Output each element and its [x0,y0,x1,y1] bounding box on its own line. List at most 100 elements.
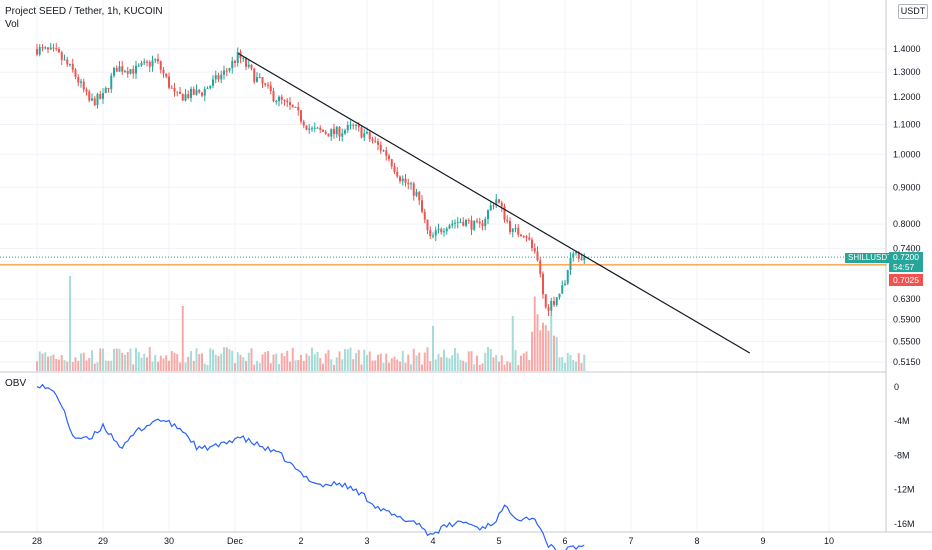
currency-badge[interactable]: USDT [898,4,928,19]
volume-bar [286,350,289,371]
volume-bar [187,356,190,371]
volume-bar [448,358,451,371]
candle-body [115,68,118,72]
candle-body [393,166,396,172]
candle-body [322,129,324,132]
last-price-tag: 0.7200 54:57 [889,252,923,272]
price-tick-label: 0.8000 [893,219,921,229]
volume-bar [454,347,456,371]
candle-body [360,127,363,138]
price-tick-label: 1.3000 [893,67,921,77]
volume-bar [179,362,181,371]
candle-body [55,48,58,50]
volume-bar [52,354,55,371]
obv-tick-label: -16M [894,519,915,529]
volume-bar [124,354,126,371]
volume-bar [132,364,135,371]
volume-bar [71,362,74,371]
volume-bar [418,352,421,371]
candle-body [291,105,294,108]
price-tick-label: 0.5500 [893,336,921,346]
volume-bar [366,354,368,371]
candle-body [212,79,214,86]
volume-bar [60,354,63,371]
volume-bar [245,360,247,371]
volume-bar [432,326,434,371]
candle-body [357,124,360,128]
volume-bar [379,353,382,371]
candle-body [443,231,445,233]
candle-body [47,47,49,50]
volume-bar [393,356,396,371]
candle-body [440,228,443,233]
candle-body [580,258,583,261]
candle-body [236,51,239,64]
candle-body [69,63,71,65]
volume-bar [126,352,129,371]
candle-body [38,47,41,55]
candle-body [256,77,258,82]
candle-body [363,133,366,138]
time-tick-label: 2 [298,536,303,546]
volume-bar [228,349,231,371]
volume-bar [371,360,374,371]
candle-body [368,132,371,139]
volume-bar [564,362,566,371]
volume-bar [159,355,162,371]
candle-body [333,128,335,135]
last-price-value: 0.7200 [893,252,919,262]
volume-bar [429,361,432,371]
candle-body [247,64,250,67]
obv-tick-label: 0 [894,382,899,392]
volume-bar [465,362,467,371]
volume-bar [55,358,58,371]
volume-bar [146,357,148,371]
candle-body [489,205,492,211]
volume-bar [217,356,220,371]
volume-bar [82,352,85,371]
candle-body [269,85,272,92]
candle-body [184,94,187,101]
candle-body [52,47,55,49]
volume-bar [583,354,586,371]
candle-body [478,221,481,224]
volume-bar [269,363,272,371]
volume-bar [355,353,357,371]
volume-bar [569,354,572,371]
trendline[interactable] [237,52,751,354]
candle-body [327,133,330,137]
candle-body [283,99,286,101]
candle-body [157,59,159,62]
time-tick-label: 30 [164,536,174,546]
volume-bar [225,347,228,371]
volume-bar [542,322,544,371]
candle-body [140,62,143,66]
candle-body [352,124,355,126]
volume-bar [333,364,335,371]
volume-bar [96,362,99,371]
candle-body [143,61,146,63]
candle-body [470,220,473,230]
volume-bar [390,358,393,371]
volume-bar [528,360,531,371]
volume-bar [58,359,60,371]
volume-bar [352,359,355,371]
bar-countdown: 54:57 [893,262,915,272]
candle-body [583,257,586,261]
candle-body [242,57,245,59]
candle-body [60,52,63,60]
volume-bar [415,355,418,371]
candle-body [137,65,140,67]
candle-body [201,92,203,96]
volume-bar [220,353,223,371]
volume-bar [305,353,308,371]
volume-bar [247,352,250,371]
candle-body [302,121,305,126]
volume-bar [575,361,577,371]
volume-bar [110,360,113,371]
candle-body [107,87,110,90]
price-tick-label: 0.5900 [893,314,921,324]
volume-bar [330,359,333,371]
volume-bar [184,362,187,371]
